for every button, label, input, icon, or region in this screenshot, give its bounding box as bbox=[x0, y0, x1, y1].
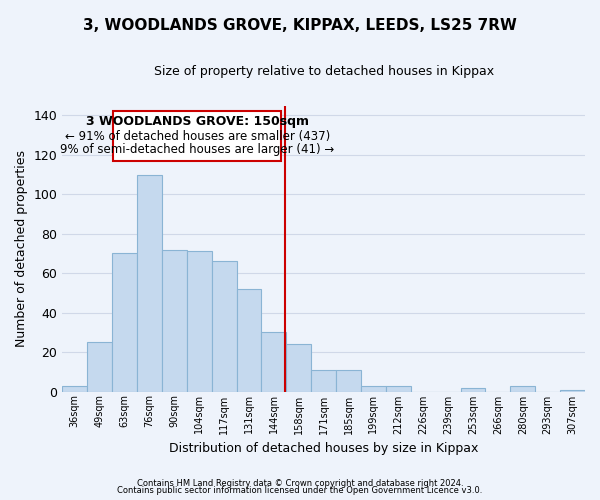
Bar bbox=[87, 342, 112, 392]
Bar bbox=[212, 262, 236, 392]
Bar bbox=[386, 386, 411, 392]
Bar bbox=[187, 252, 212, 392]
Bar bbox=[62, 386, 87, 392]
Title: Size of property relative to detached houses in Kippax: Size of property relative to detached ho… bbox=[154, 65, 494, 78]
Bar bbox=[311, 370, 336, 392]
Text: Contains public sector information licensed under the Open Government Licence v3: Contains public sector information licen… bbox=[118, 486, 482, 495]
Bar bbox=[286, 344, 311, 392]
Bar bbox=[137, 174, 162, 392]
Bar bbox=[361, 386, 386, 392]
Text: 3 WOODLANDS GROVE: 150sqm: 3 WOODLANDS GROVE: 150sqm bbox=[86, 115, 309, 128]
Text: ← 91% of detached houses are smaller (437): ← 91% of detached houses are smaller (43… bbox=[65, 130, 330, 142]
Bar bbox=[560, 390, 585, 392]
Bar bbox=[112, 254, 137, 392]
Bar bbox=[336, 370, 361, 392]
Y-axis label: Number of detached properties: Number of detached properties bbox=[15, 150, 28, 347]
Bar bbox=[511, 386, 535, 392]
FancyBboxPatch shape bbox=[113, 112, 281, 161]
Bar bbox=[162, 250, 187, 392]
Text: Contains HM Land Registry data © Crown copyright and database right 2024.: Contains HM Land Registry data © Crown c… bbox=[137, 478, 463, 488]
X-axis label: Distribution of detached houses by size in Kippax: Distribution of detached houses by size … bbox=[169, 442, 478, 455]
Text: 3, WOODLANDS GROVE, KIPPAX, LEEDS, LS25 7RW: 3, WOODLANDS GROVE, KIPPAX, LEEDS, LS25 … bbox=[83, 18, 517, 32]
Bar bbox=[236, 289, 262, 392]
Bar bbox=[262, 332, 286, 392]
Bar bbox=[461, 388, 485, 392]
Text: 9% of semi-detached houses are larger (41) →: 9% of semi-detached houses are larger (4… bbox=[60, 143, 334, 156]
